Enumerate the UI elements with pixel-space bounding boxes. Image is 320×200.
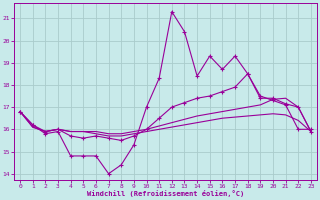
X-axis label: Windchill (Refroidissement éolien,°C): Windchill (Refroidissement éolien,°C) xyxy=(87,190,244,197)
